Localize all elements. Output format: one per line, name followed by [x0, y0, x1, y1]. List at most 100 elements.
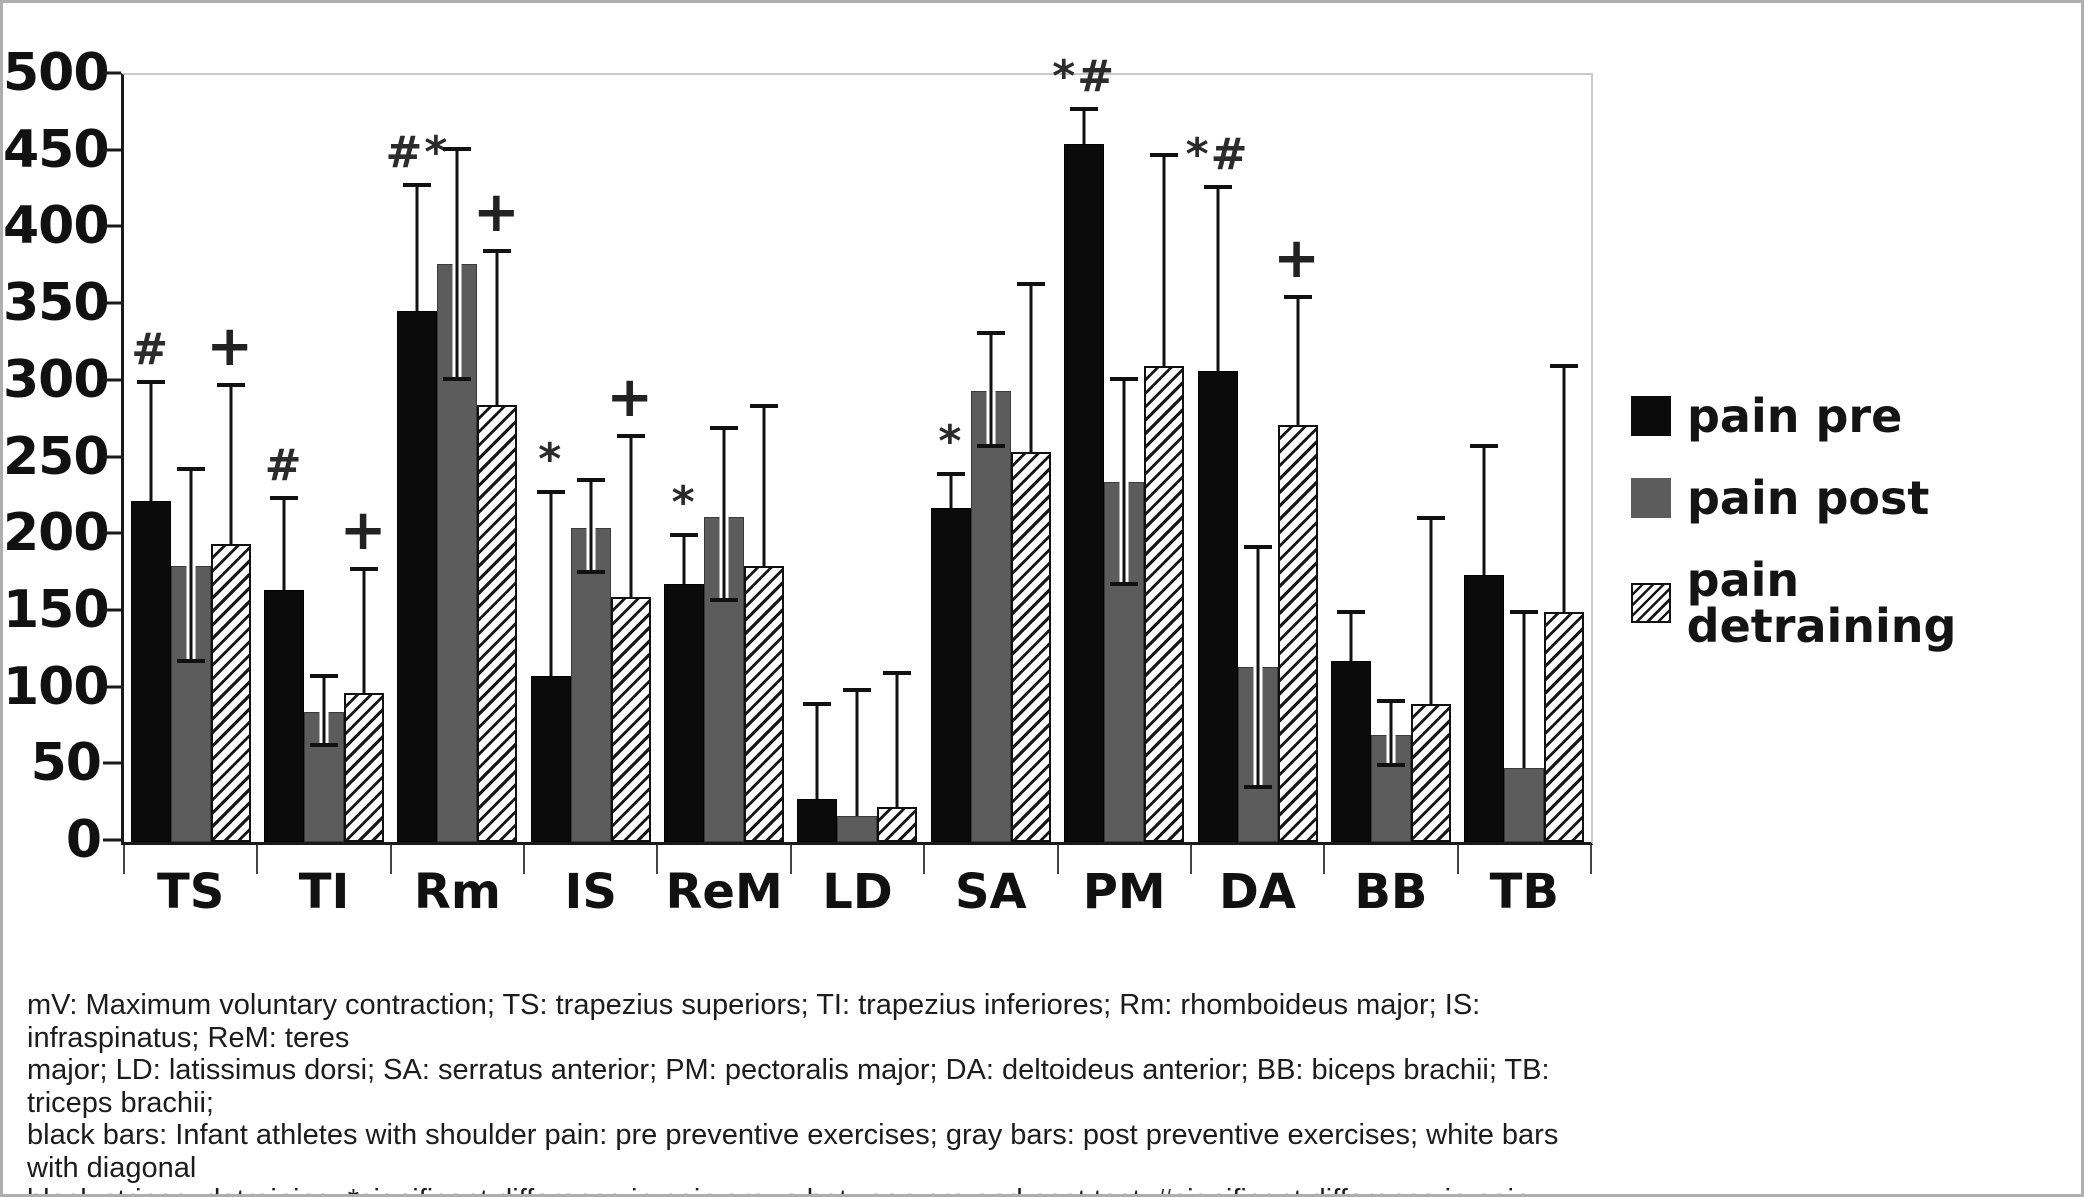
bar-slot — [1410, 75, 1451, 842]
error-cap-bottom — [310, 743, 339, 748]
bar-black-TI — [264, 590, 305, 842]
error-cap-bottom — [1243, 784, 1272, 789]
bar-slot: + — [206, 75, 253, 842]
legend: pain pre pain post pain detraining — [1631, 393, 2081, 685]
bar-black-Rm — [397, 311, 438, 842]
x-axis-label-TB: TB — [1489, 864, 1559, 920]
bar-slot — [1544, 75, 1585, 842]
bar-hatched-ReM — [744, 565, 785, 842]
error-bar — [319, 676, 329, 746]
error-cap-top — [1110, 376, 1139, 381]
bar-hatched-SA — [1010, 452, 1051, 842]
error-bar — [1349, 611, 1353, 661]
bar-hatched-TI — [344, 693, 385, 842]
x-axis-label-ReM: ReM — [665, 864, 783, 920]
bar-slot — [1370, 75, 1411, 842]
error-cap-top — [216, 382, 245, 387]
x-tick-mark — [1456, 845, 1459, 874]
bar-hatched-IS — [610, 596, 651, 842]
bar-slot — [797, 75, 838, 842]
caption-line: black stripes: detraining; *significant … — [27, 1184, 1559, 1194]
y-tick-mark — [103, 838, 121, 842]
x-axis-label-TI: TI — [298, 864, 350, 920]
y-tick-mark — [103, 685, 121, 689]
error-bar — [1482, 446, 1486, 576]
bar-hatched-DA — [1277, 424, 1318, 842]
error-bar — [282, 498, 286, 591]
error-bar — [1082, 108, 1086, 145]
bar-slot — [744, 75, 785, 842]
bar-group-TI: # + TI — [257, 75, 390, 920]
x-tick-mark — [1323, 845, 1326, 874]
error-bar — [1429, 518, 1433, 704]
bar-slot: * — [664, 75, 705, 842]
bar-slot — [704, 75, 745, 842]
error-cap-bottom — [443, 376, 472, 381]
error-cap-bottom — [1110, 582, 1139, 587]
x-tick-mark — [1189, 845, 1192, 874]
error-cap-top — [176, 467, 205, 472]
x-axis-label-DA: DA — [1219, 864, 1297, 920]
legend-label: pain detraining — [1686, 553, 1957, 653]
error-cap-top — [536, 490, 565, 495]
bar-hatched-TS — [210, 544, 251, 842]
bar-slot: *# — [1052, 54, 1114, 842]
bars: * + — [530, 75, 653, 842]
significance-annotation: * — [938, 415, 964, 467]
error-bar — [815, 703, 819, 800]
bar-group-TB: TB — [1458, 75, 1591, 920]
bar-group-IS: * + IS — [524, 75, 657, 920]
bar-black-TS — [130, 501, 171, 842]
bar-gray-IS — [570, 527, 611, 842]
bar-gray-SA — [970, 391, 1011, 842]
legend-swatch-hatched — [1631, 583, 1671, 623]
significance-annotation: + — [206, 313, 256, 379]
error-bar — [1162, 154, 1166, 367]
bar-slot — [1144, 75, 1185, 842]
error-cap-top — [1376, 698, 1405, 703]
bar-group-Rm: #* + Rm — [385, 75, 524, 920]
y-tick-label: 50 — [30, 733, 102, 794]
y-tick-mark — [103, 71, 121, 75]
error-cap-top — [750, 404, 779, 409]
bar-groups: # + TS # + TI #* + Rm * + IS * ReM LD * SA *# PM *# + DA BB TB — [124, 54, 1591, 920]
y-tick-mark — [103, 608, 121, 612]
legend-label: pain pre — [1687, 389, 1903, 443]
significance-annotation: # — [131, 323, 171, 375]
significance-annotation: *# — [1185, 128, 1250, 180]
error-cap-top — [1203, 184, 1232, 189]
error-bar — [1253, 547, 1263, 787]
bar-black-DA — [1197, 371, 1238, 842]
error-bar — [852, 690, 862, 816]
significance-annotation: *# — [1052, 50, 1117, 102]
error-bar — [895, 673, 899, 807]
y-tick-label: 0 — [65, 810, 102, 870]
error-bar — [629, 435, 633, 597]
caption-line: mV: Maximum voluntary contraction; TS: t… — [27, 989, 1481, 1054]
y-tick-label: 400 — [3, 196, 110, 257]
error-cap-top — [883, 671, 912, 676]
bar-black-BB — [1330, 661, 1371, 842]
error-cap-top — [1550, 364, 1579, 369]
error-cap-top — [136, 379, 165, 384]
error-cap-top — [310, 674, 339, 679]
y-tick-label: 100 — [3, 656, 110, 717]
error-cap-top — [350, 566, 379, 571]
x-axis-label-PM: PM — [1082, 864, 1166, 920]
y-axis-tick-labels: 500 450 400 350 300 250 200 150 100 50 0 — [3, 3, 121, 1194]
error-bar — [415, 185, 419, 312]
bar-slot — [1010, 75, 1051, 842]
bars: # + — [130, 75, 253, 842]
x-tick-mark — [523, 845, 526, 874]
bar-hatched-TB — [1544, 611, 1585, 842]
caption-line: black bars: Infant athletes with shoulde… — [27, 1119, 1559, 1184]
error-cap-top — [1150, 152, 1179, 157]
legend-label: pain post — [1687, 471, 1930, 525]
x-tick-mark — [789, 845, 792, 874]
y-tick-label: 300 — [3, 349, 110, 410]
x-axis-label-IS: IS — [564, 864, 617, 920]
x-axis-label-Rm: Rm — [413, 864, 501, 920]
legend-swatch-black — [1631, 396, 1671, 436]
y-tick-label: 350 — [3, 273, 110, 334]
